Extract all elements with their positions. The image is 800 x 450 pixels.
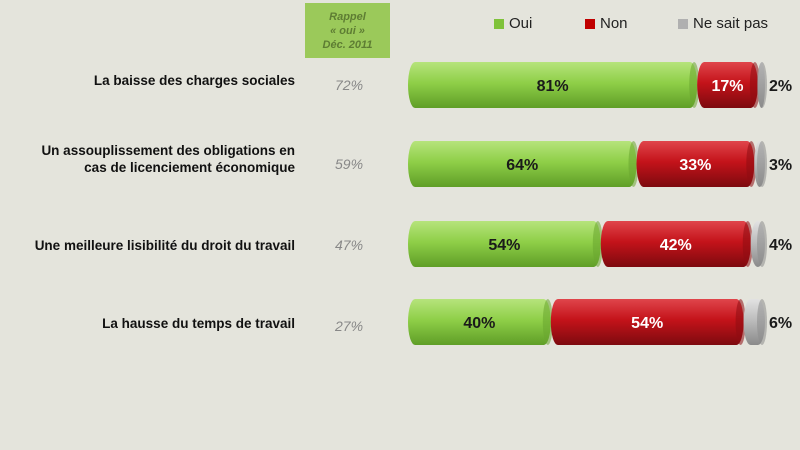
- bar-oui-3: [408, 221, 601, 267]
- row-label-2-line-2: cas de licenciement économique: [84, 160, 295, 175]
- row-label-2: Un assouplissement des obligations en ca…: [0, 142, 295, 176]
- bar-non-2: [636, 141, 755, 187]
- rappel-value-1: 72%: [335, 77, 364, 93]
- bar-non-label-1: 17%: [711, 78, 743, 95]
- rappel-header: Rappel « oui » Déc. 2011: [305, 3, 390, 58]
- row-label-1: La baisse des charges sociales: [0, 72, 295, 89]
- bar-non-label-4: 54%: [631, 315, 663, 332]
- rappel-line-3: Déc. 2011: [322, 38, 373, 51]
- bar-non-1: [697, 62, 758, 108]
- rappel-value-3: 47%: [335, 237, 364, 253]
- bar-nsp-label-3: 4%: [769, 237, 792, 254]
- row-label-1-line-1: La baisse des charges sociales: [93, 73, 295, 88]
- row-label-3-line-1: Une meilleure lisibilité du droit du tra…: [34, 238, 295, 253]
- row-label-3: Une meilleure lisibilité du droit du tra…: [0, 237, 295, 254]
- bar-nsp-cap-1: [757, 62, 767, 108]
- legend-oui-label: Oui: [509, 15, 533, 32]
- bar-non-cap-4: [735, 299, 746, 345]
- bar-oui-label-1: 81%: [537, 78, 569, 95]
- legend-nsp-label: Ne sait pas: [693, 15, 769, 32]
- bar-nsp-cap-3: [757, 221, 767, 267]
- bar-oui-label-3: 54%: [488, 237, 520, 254]
- bar-nsp-label-4: 6%: [769, 315, 792, 332]
- row-label-4: La hausse du temps de travail: [0, 315, 295, 332]
- bar-oui-cap-4: [542, 299, 553, 345]
- bar-oui-label-2: 64%: [506, 157, 538, 174]
- bar-nsp-cap-2: [757, 141, 767, 187]
- rappel-line-1: Rappel: [329, 10, 366, 23]
- legend-non-swatch: [585, 18, 595, 29]
- legend-nsp: Ne sait pas: [678, 15, 768, 32]
- bar-oui-label-4: 40%: [463, 315, 495, 332]
- bar-non-3: [600, 221, 751, 267]
- row-label-4-line-1: La hausse du temps de travail: [102, 316, 295, 331]
- bar-non-4: [550, 299, 744, 345]
- bar-oui-cap-2: [628, 141, 639, 187]
- row-label-2-line-1: Un assouplissement des obligations en: [41, 143, 295, 158]
- bar-non-cap-3: [742, 221, 753, 267]
- bar-oui-2: [408, 141, 637, 187]
- bar-oui-cap-3: [592, 221, 603, 267]
- bar-oui-4: [408, 299, 551, 345]
- legend-nsp-swatch: [678, 18, 688, 29]
- rappel-value-4: 27%: [335, 318, 364, 334]
- bar-oui-1: [408, 62, 698, 108]
- bar-non-cap-2: [746, 141, 757, 187]
- rappel-value-2: 59%: [335, 156, 364, 172]
- legend-oui-swatch: [494, 18, 504, 29]
- rappel-line-2: « oui »: [330, 24, 365, 37]
- legend-non-label: Non: [600, 15, 628, 32]
- bar-oui-cap-1: [689, 62, 700, 108]
- bar-non-label-2: 33%: [679, 157, 711, 174]
- bar-nsp-cap-4: [757, 299, 767, 345]
- bar-nsp-label-1: 2%: [769, 78, 792, 95]
- legend-non: Non: [585, 15, 628, 32]
- bar-non-cap-1: [749, 62, 760, 108]
- legend-oui: Oui: [494, 15, 532, 32]
- bar-nsp-label-2: 3%: [769, 157, 792, 174]
- bar-non-label-3: 42%: [660, 237, 692, 254]
